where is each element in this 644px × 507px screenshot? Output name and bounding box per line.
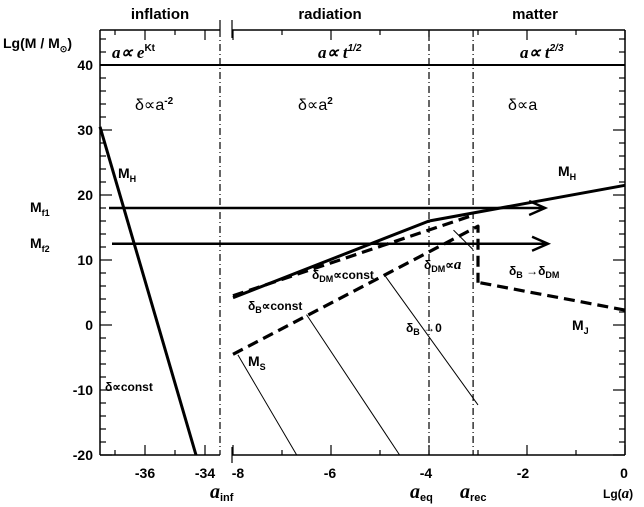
label-mh-right: MH (558, 163, 576, 182)
label-b-to-dm: δB →δDM (509, 264, 559, 280)
arrowhead-icon (531, 235, 552, 252)
y-tick-label: 30 (77, 122, 93, 138)
label-mf2: Mf2 (30, 235, 50, 254)
era-inflation: inflation (131, 6, 189, 23)
x-tick-label: -6 (324, 465, 337, 481)
x-tick-label: 0 (620, 465, 628, 481)
series-line-6 (306, 314, 401, 456)
label-dm-const: δDM∝const (312, 268, 374, 284)
series-line-m-j (480, 281, 626, 312)
arrowhead-icon (528, 199, 549, 217)
series-line-m-h (98, 126, 198, 456)
x-tick-label: -2 (517, 465, 530, 481)
series-line-m-s (232, 224, 480, 356)
era-radiation: radiation (298, 6, 361, 23)
series-lines (98, 30, 626, 456)
y-tick-label: 20 (77, 187, 93, 203)
delta-inflation: δ∝a-2 (135, 96, 174, 114)
law-radiation: a∝ t1/2 (318, 43, 362, 62)
y-tick-labels: 40 30 20 10 0 -10 -20 (73, 57, 93, 463)
marker-a-eq: aeq (410, 481, 433, 504)
marker-a-rec: arec (460, 481, 487, 504)
x-tick-label: -8 (232, 465, 245, 481)
series-line-8 (453, 229, 474, 250)
label-mf1: Mf1 (30, 199, 50, 218)
label-dm-a: δDM∝a (424, 257, 462, 274)
y-axis-label: Lg(M / M⊙) (3, 35, 72, 54)
label-mj: MJ (572, 317, 589, 336)
y-tick-label: 40 (77, 57, 93, 73)
x-tick-labels: -36 -34 -8 -6 -4 -2 0 (135, 465, 628, 481)
x-tick-label: -34 (195, 465, 215, 481)
law-matter: a∝ t2/3 (520, 43, 564, 62)
x-tick-label: -4 (420, 465, 433, 481)
x-axis-label: Lg(a) (603, 486, 633, 502)
delta-radiation: δ∝a2 (298, 96, 333, 114)
delta-matter: δ∝a (508, 97, 537, 114)
series-line-2 (232, 213, 474, 298)
label-ms: MS (248, 353, 266, 372)
y-tick-label: 10 (77, 252, 93, 268)
series-line-m-h (232, 183, 626, 300)
label-b-const: δB∝const (248, 299, 302, 315)
label-delta-const: δ∝const (105, 380, 153, 394)
era-matter: matter (512, 6, 558, 23)
marker-a-inf: ainf (210, 481, 234, 504)
label-b-zero: δB →0 (406, 321, 442, 337)
series-line-7 (384, 275, 479, 406)
y-tick-label: 0 (85, 317, 93, 333)
x-tick-label: -36 (135, 465, 155, 481)
y-tick-label: -20 (73, 447, 93, 463)
series-line-5 (237, 354, 298, 456)
label-mh-left: MH (118, 165, 136, 184)
law-inflation: a∝ eKt (112, 43, 156, 62)
y-tick-label: -10 (73, 382, 93, 398)
axes (99, 20, 626, 463)
